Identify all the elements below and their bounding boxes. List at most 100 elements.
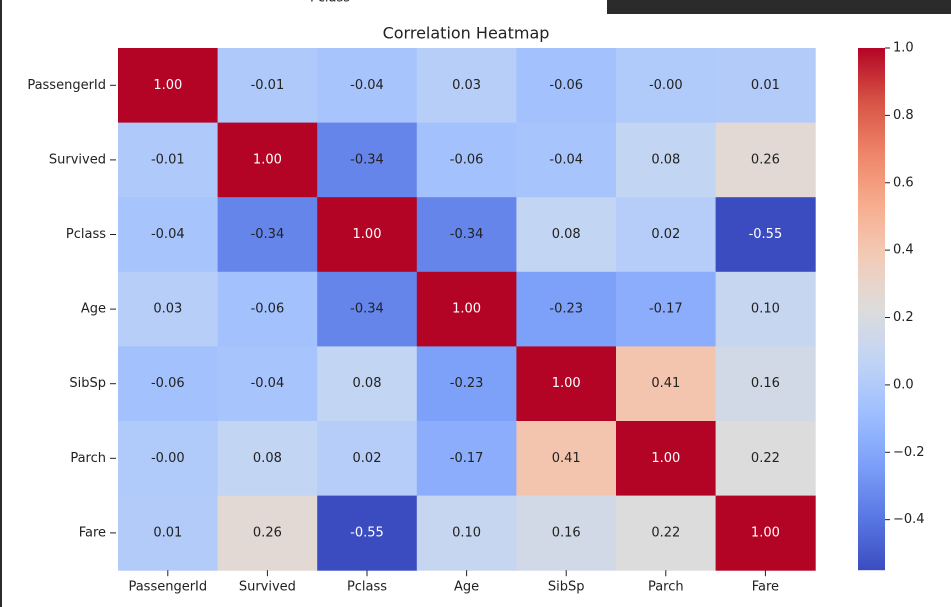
heat-cell	[416, 346, 517, 422]
heat-cell	[118, 271, 219, 347]
heat-cell	[516, 495, 617, 571]
heat-cell	[317, 271, 418, 347]
heat-cell	[217, 122, 318, 198]
colorbar-tick-label: 1.0	[893, 41, 914, 56]
cell-label: -0.06	[151, 376, 185, 391]
heat-cell	[715, 495, 816, 571]
heat-cell	[118, 346, 219, 422]
cell-label: 0.08	[253, 451, 282, 466]
x-tick-label: SibSp	[548, 580, 585, 595]
cell-label: 1.00	[552, 376, 581, 391]
heat-cell	[416, 495, 517, 571]
heat-cell	[317, 122, 418, 198]
cell-label: 0.41	[651, 376, 680, 391]
cell-label: 0.16	[552, 525, 581, 540]
heat-cell	[516, 271, 617, 347]
cell-label: -0.17	[649, 302, 683, 317]
cell-label: 0.10	[751, 302, 780, 317]
heat-cell	[616, 346, 717, 422]
heat-cell	[715, 421, 816, 497]
cell-label: -0.01	[151, 152, 185, 167]
cell-label: 0.01	[153, 525, 182, 540]
cell-label: -0.34	[251, 227, 285, 242]
heat-cell	[217, 346, 318, 422]
chart-title: Correlation Heatmap	[383, 24, 550, 43]
cell-label: -0.01	[251, 78, 285, 93]
cell-label: 0.08	[552, 227, 581, 242]
heat-cell	[616, 421, 717, 497]
heat-cell	[118, 122, 219, 198]
heat-cell	[317, 421, 418, 497]
heat-cell	[317, 48, 418, 124]
heat-cell	[715, 122, 816, 198]
x-tick-label: Age	[454, 580, 479, 595]
cell-label: 0.22	[751, 451, 780, 466]
heat-cell	[217, 271, 318, 347]
heat-cell	[715, 197, 816, 273]
dark-panel	[607, 0, 951, 14]
heat-cell	[616, 271, 717, 347]
cell-label: -0.06	[251, 302, 285, 317]
heat-cell	[317, 495, 418, 571]
cell-label: -0.34	[350, 152, 384, 167]
heat-cell	[118, 421, 219, 497]
cell-label: -0.06	[549, 78, 583, 93]
cell-label: 0.10	[452, 525, 481, 540]
cell-label: 0.03	[153, 302, 182, 317]
colorbar-tick-label: 0.2	[893, 310, 914, 325]
heat-cell	[616, 48, 717, 124]
left-edge	[0, 0, 2, 607]
cell-label: 1.00	[153, 78, 182, 93]
y-tick-label: Fare	[79, 525, 106, 540]
cell-label: 0.08	[651, 152, 680, 167]
heat-cell	[416, 421, 517, 497]
heat-cell	[516, 346, 617, 422]
heat-cell	[217, 48, 318, 124]
cell-label: 1.00	[253, 152, 282, 167]
y-tick-label: Parch	[70, 451, 106, 466]
cell-label: -0.23	[450, 376, 484, 391]
cell-label: 0.03	[452, 78, 481, 93]
y-tick-label: SibSp	[69, 376, 106, 391]
heat-cell	[416, 48, 517, 124]
heat-cell	[416, 197, 517, 273]
colorbar-tick-label: −0.2	[893, 445, 925, 460]
heat-cell	[616, 495, 717, 571]
heat-cell	[616, 197, 717, 273]
cell-label: -0.34	[350, 302, 384, 317]
cell-label: 0.22	[651, 525, 680, 540]
cell-label: 1.00	[651, 451, 680, 466]
cell-label: 0.08	[353, 376, 382, 391]
cell-label: -0.23	[549, 302, 583, 317]
heat-cell	[118, 48, 219, 124]
cell-label: 1.00	[452, 302, 481, 317]
heat-cell	[416, 271, 517, 347]
cell-label: 0.26	[751, 152, 780, 167]
colorbar-tick-label: 0.0	[893, 377, 914, 392]
cell-label: 0.26	[253, 525, 282, 540]
x-tick-label: PassengerId	[128, 580, 207, 595]
heat-cell	[217, 495, 318, 571]
cell-label: -0.06	[450, 152, 484, 167]
cell-label: -0.00	[151, 451, 185, 466]
cell-label: 0.16	[751, 376, 780, 391]
heat-cell	[616, 122, 717, 198]
y-tick-label: Survived	[49, 152, 106, 167]
cell-label: -0.34	[450, 227, 484, 242]
cell-label: 0.02	[353, 451, 382, 466]
colorbar-tick-label: −0.4	[893, 512, 925, 527]
clipped-label: Pclass	[310, 0, 350, 6]
x-tick-label: Parch	[648, 580, 684, 595]
heat-cell	[516, 48, 617, 124]
cell-label: -0.04	[151, 227, 185, 242]
cell-label: -0.04	[549, 152, 583, 167]
x-tick-label: Fare	[752, 580, 779, 595]
cell-label: -0.17	[450, 451, 484, 466]
heat-cell	[416, 122, 517, 198]
y-tick-label: Pclass	[66, 227, 106, 242]
colorbar-tick-label: 0.6	[893, 175, 914, 190]
cell-label: -0.04	[251, 376, 285, 391]
heat-cell	[118, 495, 219, 571]
colorbar-tick-label: 0.8	[893, 108, 914, 123]
